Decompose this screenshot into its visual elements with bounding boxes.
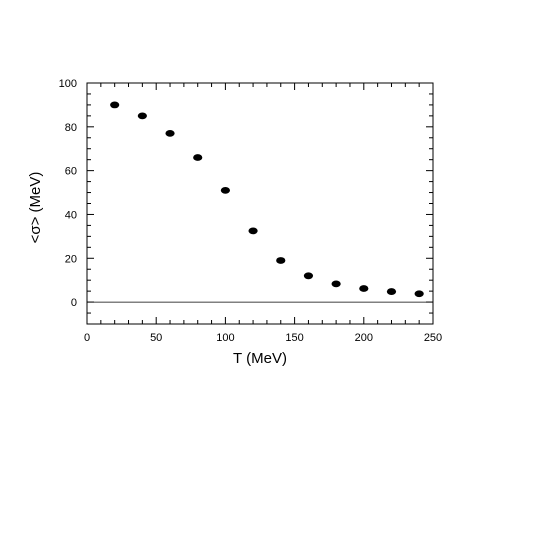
data-point [331, 280, 341, 288]
y-tick-label: 60 [65, 166, 77, 178]
y-tick-label: 100 [59, 78, 77, 90]
data-point [414, 290, 424, 298]
data-point [248, 227, 258, 235]
data-point [193, 154, 203, 161]
data-point [110, 101, 120, 109]
x-tick-label: 50 [150, 332, 162, 344]
x-tick-label: 100 [216, 332, 234, 344]
x-axis-ticks: 0 50 100 150 200 250 [84, 83, 442, 344]
x-axis-title: T (MeV) [233, 350, 287, 367]
data-point [165, 129, 175, 137]
x-tick-label: 250 [424, 332, 442, 344]
y-axis-title: <σ> (MeV) [27, 172, 44, 244]
data-point [220, 186, 230, 194]
data-point [386, 288, 397, 295]
y-tick-label: 0 [71, 297, 77, 309]
data-point [137, 112, 147, 120]
plot-frame [86, 82, 434, 325]
data-point [359, 285, 369, 292]
x-tick-label: 200 [355, 332, 373, 344]
data-point [276, 257, 286, 264]
y-tick-label: 40 [65, 209, 77, 221]
data-points [110, 101, 424, 298]
data-point [303, 272, 314, 280]
plot-border [86, 82, 434, 325]
y-axis-ticks: 0 20 40 60 80 100 [59, 78, 433, 325]
y-tick-label: 80 [65, 122, 77, 134]
x-tick-label: 0 [84, 332, 90, 344]
x-tick-label: 150 [285, 332, 303, 344]
y-tick-label: 20 [65, 253, 77, 265]
